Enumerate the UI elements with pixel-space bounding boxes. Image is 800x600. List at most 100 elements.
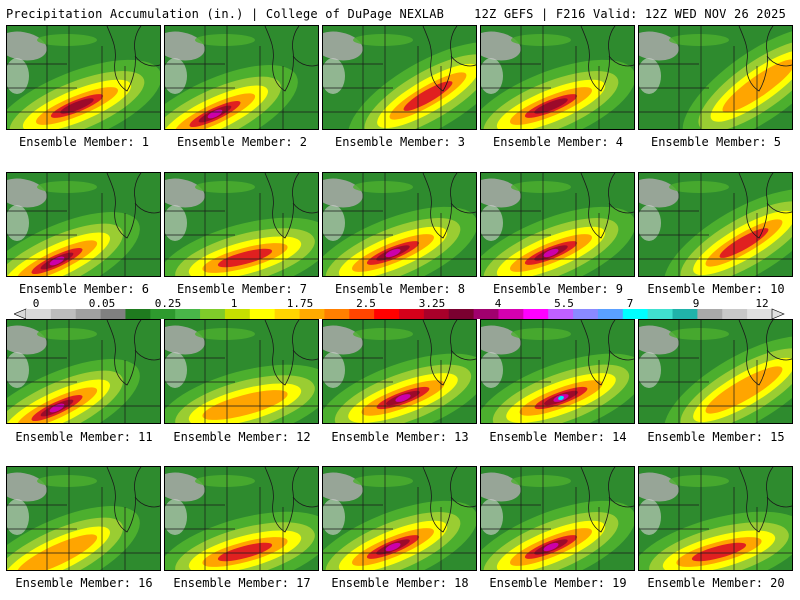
lake-erie-outline — [766, 55, 792, 67]
dry-area — [7, 58, 29, 94]
colorbar-segment — [75, 309, 102, 319]
ensemble-map-panel — [6, 172, 161, 277]
great-lakes-outline — [580, 467, 616, 533]
colorbar-segment — [448, 309, 475, 319]
precip-map — [323, 320, 476, 423]
dry-area — [323, 205, 345, 241]
precip-colorbar — [14, 308, 785, 320]
colorbar-tick-label: 1 — [230, 297, 238, 310]
lake-erie-outline — [134, 202, 160, 214]
precip-map — [639, 467, 792, 570]
colorbar-segment — [697, 309, 723, 319]
ensemble-map-panel — [322, 25, 477, 130]
ensemble-map-panel — [480, 319, 635, 424]
ensemble-map-panel — [480, 25, 635, 130]
precip-band-orange — [705, 366, 783, 414]
state-borders — [639, 467, 792, 570]
dry-area — [323, 178, 363, 208]
precip-map — [323, 173, 476, 276]
dry-area — [165, 325, 205, 355]
dry-area — [7, 325, 47, 355]
ensemble-map-panel — [638, 25, 793, 130]
lake-erie-outline — [608, 349, 634, 361]
precip-map — [7, 320, 160, 423]
great-lakes-outline — [422, 320, 458, 386]
state-borders — [323, 173, 476, 276]
dry-area — [639, 499, 661, 535]
precip-map — [481, 26, 634, 129]
great-lakes-outline — [106, 26, 142, 92]
member-label: Ensemble Member: 6 — [18, 282, 150, 296]
colorbar-segment — [722, 309, 748, 319]
member-label: Ensemble Member: 20 — [647, 576, 785, 590]
dry-area — [481, 472, 521, 502]
lake-erie-outline — [292, 349, 318, 361]
colorbar-segment — [125, 309, 151, 319]
light-precip-area — [669, 328, 729, 340]
ensemble-map-panel — [480, 172, 635, 277]
colorbar-max-arrow — [771, 308, 785, 320]
colorbar-segment — [747, 309, 773, 319]
dry-area — [7, 178, 47, 208]
state-borders — [165, 320, 318, 423]
colorbar-tick-label: 0 — [32, 297, 40, 310]
light-precip-area — [669, 181, 729, 193]
lake-erie-outline — [292, 55, 318, 67]
dry-area — [481, 325, 521, 355]
lake-erie-outline — [608, 202, 634, 214]
light-precip-area — [353, 475, 413, 487]
colorbar-segment — [647, 309, 674, 319]
member-label: Ensemble Member: 12 — [173, 430, 311, 444]
lake-erie-outline — [134, 496, 160, 508]
colorbar-segment — [175, 309, 201, 319]
great-lakes-outline — [264, 173, 300, 239]
colorbar-segment — [573, 309, 599, 319]
light-precip-area — [669, 34, 729, 46]
dry-area — [165, 31, 205, 61]
state-borders — [165, 467, 318, 570]
state-borders — [481, 467, 634, 570]
great-lakes-outline — [264, 467, 300, 533]
lake-erie-outline — [450, 55, 476, 67]
dry-area — [481, 205, 503, 241]
ensemble-map-panel — [164, 319, 319, 424]
precip-map — [323, 26, 476, 129]
dry-area — [639, 205, 661, 241]
state-borders — [323, 467, 476, 570]
precip-map — [165, 320, 318, 423]
colorbar-tick-label: 9 — [692, 297, 700, 310]
great-lakes-outline — [580, 173, 616, 239]
dry-area — [639, 178, 679, 208]
state-borders — [481, 320, 634, 423]
lake-erie-outline — [766, 202, 792, 214]
dry-area — [639, 352, 661, 388]
dry-area — [639, 325, 679, 355]
ensemble-map-panel — [638, 466, 793, 571]
lake-erie-outline — [292, 496, 318, 508]
dry-area — [481, 178, 521, 208]
dry-area — [7, 31, 47, 61]
dry-area — [165, 205, 187, 241]
ensemble-map-panel — [322, 319, 477, 424]
lake-erie-outline — [450, 202, 476, 214]
precip-band-orange — [16, 534, 98, 570]
colorbar-segment — [26, 309, 52, 319]
precip-max-magenta — [543, 542, 559, 552]
colorbar-segment — [324, 309, 350, 319]
dry-area — [323, 352, 345, 388]
dry-area — [323, 499, 345, 535]
precip-map — [165, 467, 318, 570]
state-borders — [639, 320, 792, 423]
state-borders — [7, 467, 160, 570]
member-label: Ensemble Member: 16 — [15, 576, 153, 590]
light-precip-area — [669, 475, 729, 487]
member-label: Ensemble Member: 2 — [176, 135, 308, 149]
precip-band-orange — [722, 59, 792, 113]
member-label: Ensemble Member: 3 — [334, 135, 466, 149]
state-borders — [165, 26, 318, 129]
dry-area — [165, 178, 205, 208]
member-label: Ensemble Member: 13 — [331, 430, 469, 444]
colorbar-segment — [274, 309, 301, 319]
light-precip-area — [353, 181, 413, 193]
member-label: Ensemble Member: 4 — [492, 135, 624, 149]
